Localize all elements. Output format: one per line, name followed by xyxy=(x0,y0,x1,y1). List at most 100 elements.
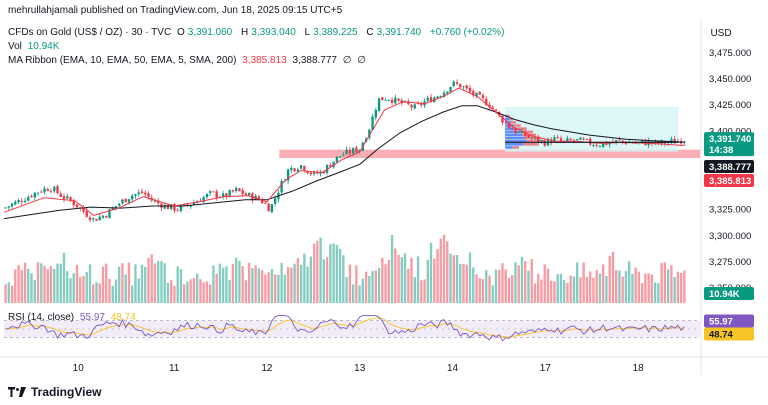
volume-bar-105 xyxy=(345,277,348,303)
brand-text: TradingView xyxy=(31,385,102,399)
volume-bar-64 xyxy=(212,265,215,303)
candle-body-121 xyxy=(397,98,400,101)
vp-bar-up-6 xyxy=(505,133,523,137)
volume-bar-29 xyxy=(98,283,101,303)
time-tick-18: 18 xyxy=(633,363,645,374)
vp-bar-down-8 xyxy=(527,139,546,143)
candle-body-124 xyxy=(407,101,410,105)
volume-bar-174 xyxy=(569,275,572,303)
volume-bar-132 xyxy=(433,258,436,303)
volume-bar-150 xyxy=(491,285,494,303)
currency-button[interactable]: USD xyxy=(710,28,732,39)
rsi-value: 55.97 xyxy=(79,312,105,323)
symbol-legend[interactable]: CFDs on Gold (US$ / OZ) · 30 · TVC O 3,39… xyxy=(8,27,507,39)
volume-bar-143 xyxy=(468,252,472,303)
volume-bar-185 xyxy=(605,276,608,303)
candle-body-137 xyxy=(449,86,452,92)
volume-badge-text-0: 10.94K xyxy=(709,289,740,300)
volume-bar-129 xyxy=(423,279,426,303)
volume-bar-202 xyxy=(660,263,663,303)
candle-body-43 xyxy=(144,192,147,195)
volume-bar-118 xyxy=(387,259,390,303)
volume-bar-108 xyxy=(355,265,358,303)
candle-body-95 xyxy=(312,171,316,174)
candle-body-112 xyxy=(368,129,371,138)
candle-body-70 xyxy=(231,190,235,192)
publisher-text: mehrullahjamali published on TradingView… xyxy=(8,5,343,16)
volume-bar-123 xyxy=(403,253,407,303)
volume-bar-152 xyxy=(498,269,501,303)
candle-body-15 xyxy=(53,186,56,192)
volume-bar-76 xyxy=(251,268,254,303)
volume-bar-38 xyxy=(127,262,131,303)
candle-body-87 xyxy=(286,169,290,181)
volume-bar-208 xyxy=(679,272,683,303)
volume-bar-6 xyxy=(23,262,27,303)
volume-bar-41 xyxy=(137,278,140,303)
volume-bar-8 xyxy=(30,273,33,303)
volume-bar-40 xyxy=(134,264,137,303)
candle-body-100 xyxy=(329,165,332,167)
last-price-badge-text-0: 3,391.740 xyxy=(709,134,751,145)
candle-body-140 xyxy=(459,83,462,88)
ohlc-c: C 3,391.740 xyxy=(366,27,422,38)
volume-bar-53 xyxy=(176,266,179,303)
volume-bar-92 xyxy=(303,253,306,303)
volume-bar-181 xyxy=(592,277,595,303)
candle-body-168 xyxy=(550,139,553,143)
candle-body-25 xyxy=(85,211,88,217)
volume-bar-44 xyxy=(147,257,150,303)
candle-body-49 xyxy=(163,204,166,209)
rsi-legend[interactable]: RSI (14, close) 55.97 48.74 xyxy=(8,312,139,324)
candle-body-75 xyxy=(247,193,251,196)
candle-body-138 xyxy=(452,81,455,86)
volume-bar-49 xyxy=(163,263,166,303)
candle-body-175 xyxy=(572,140,576,141)
volume-bar-98 xyxy=(322,259,326,303)
candle-body-160 xyxy=(524,131,527,137)
volume-badge-bg xyxy=(704,287,754,300)
candle-body-9 xyxy=(33,192,36,198)
candle-body-85 xyxy=(280,181,283,193)
volume-bar-207 xyxy=(676,271,680,303)
candle-body-63 xyxy=(209,191,212,194)
ma-ribbon-legend[interactable]: MA Ribbon (EMA, 10, EMA, 50, EMA, 5, SMA… xyxy=(8,55,369,67)
time-axis[interactable]: 10 11 12 13 14 17 18 xyxy=(0,356,768,374)
volume-bar-11 xyxy=(40,263,43,303)
volume-bar-70 xyxy=(231,263,235,303)
candle-body-27 xyxy=(92,218,95,220)
candle-body-88 xyxy=(290,167,293,171)
volume-bar-183 xyxy=(598,273,602,303)
volume-legend[interactable]: Vol 10.94K xyxy=(8,41,62,53)
time-tick-14: 14 xyxy=(447,363,459,374)
volume-bar-161 xyxy=(527,270,530,303)
candle-body-177 xyxy=(579,137,582,140)
volume-bar-78 xyxy=(257,268,261,303)
candle-body-52 xyxy=(173,203,176,211)
volume-bar-165 xyxy=(540,279,543,303)
candle-body-68 xyxy=(225,193,228,197)
candle-body-169 xyxy=(553,137,556,143)
candle-body-30 xyxy=(101,215,105,218)
candle-body-39 xyxy=(131,195,134,200)
volume-bar-66 xyxy=(218,263,222,303)
volume-bar-99 xyxy=(325,257,329,303)
volume-bar-61 xyxy=(202,282,205,303)
candle-body-31 xyxy=(105,216,108,218)
candle-body-130 xyxy=(426,97,429,101)
volume-bar-50 xyxy=(166,282,170,303)
volume-bar-14 xyxy=(49,266,53,303)
volume-bar-109 xyxy=(358,285,361,303)
volume-bar-63 xyxy=(209,284,212,303)
volume-bar-121 xyxy=(397,254,400,303)
ma-value-1: 3,385.813 xyxy=(242,55,287,66)
tradingview-footer[interactable]: TradingView xyxy=(8,384,101,400)
candle-body-136 xyxy=(446,91,449,94)
volume-bar-90 xyxy=(296,258,300,303)
volume-bar-101 xyxy=(332,243,335,303)
candle-body-147 xyxy=(481,95,485,99)
volume-bar-114 xyxy=(374,270,377,303)
candle-body-29 xyxy=(98,216,101,221)
volume-bar-59 xyxy=(196,273,199,303)
